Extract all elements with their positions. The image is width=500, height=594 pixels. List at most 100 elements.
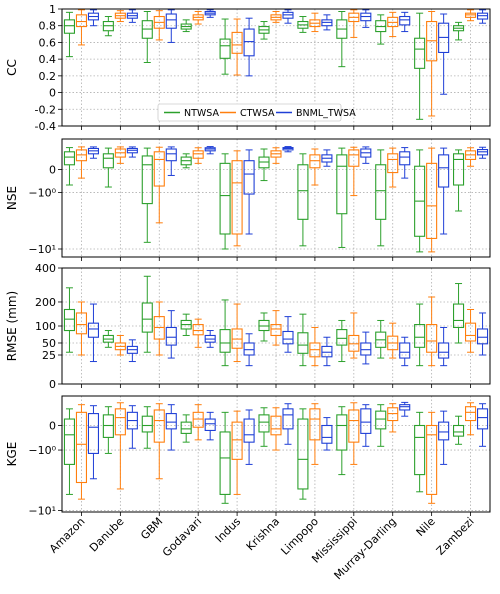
box-ctwsa-danube (114, 10, 126, 23)
box-iqr (153, 151, 165, 187)
box-ntwsa-zambezi (452, 415, 465, 445)
box-ctwsa-danube (114, 146, 126, 164)
box-ntwsa-gbm (141, 275, 153, 353)
y-tick-label: −10¹ (28, 243, 56, 256)
box-bnml-twsa-limpopo (321, 149, 333, 167)
y-tick-label: 0.8 (39, 20, 57, 33)
box-ntwsa-limpopo (297, 16, 309, 33)
box-bnml-twsa-indus (243, 409, 255, 465)
box-iqr (243, 28, 255, 57)
y-tick-label: −10¹ (28, 504, 56, 517)
box-ctwsa-zambezi (464, 147, 477, 167)
box-ctwsa-mississippi (348, 402, 360, 465)
box-ntwsa-krishna (258, 148, 270, 182)
box-ntwsa-limpopo (297, 313, 309, 367)
y-tick-label: −10⁰ (28, 444, 56, 457)
box-iqr (452, 303, 465, 329)
box-ctwsa-krishna (270, 11, 282, 23)
box-iqr (399, 151, 411, 166)
box-ntwsa-indus (219, 411, 231, 504)
box-bnml-twsa-gbm (165, 146, 177, 176)
box-iqr (360, 408, 372, 434)
box-ntwsa-limpopo (297, 153, 309, 247)
box-iqr (141, 302, 153, 333)
box-ctwsa-limpopo (309, 403, 321, 465)
box-ctwsa-nile (426, 147, 438, 253)
box-ntwsa-mississippi (336, 406, 348, 476)
box-iqr (282, 408, 294, 430)
box-iqr (297, 164, 309, 220)
box-iqr (375, 164, 387, 220)
box-bnml-twsa-nile (438, 147, 450, 235)
box-bnml-twsa-zambezi (476, 146, 489, 159)
x-tick-label: GBM (138, 515, 165, 542)
box-ctwsa-murray-darling (387, 322, 399, 359)
box-ntwsa-indus (219, 299, 231, 367)
box-ntwsa-danube (102, 330, 114, 348)
box-iqr (464, 406, 477, 422)
box-iqr (63, 151, 76, 166)
box-iqr (231, 31, 243, 54)
box-iqr (141, 415, 153, 433)
box-iqr (414, 324, 426, 348)
y-tick-label: 0 (49, 378, 56, 391)
y-tick-label: 1 (49, 3, 56, 16)
box-ntwsa-indus (219, 18, 231, 75)
box-bnml-twsa-danube (126, 339, 138, 363)
box-ntwsa-amazon (63, 147, 76, 186)
x-tick-label: Godavari (160, 515, 204, 559)
box-iqr (165, 13, 177, 29)
box-bnml-twsa-murray-darling (399, 336, 411, 367)
y-tick-label: 0 (49, 87, 56, 100)
box-iqr (476, 328, 489, 345)
box-ctwsa-murray-darling (387, 11, 399, 38)
box-ntwsa-nile (414, 411, 426, 493)
box-bnml-twsa-gbm (165, 310, 177, 359)
x-tick-label: Zambezi (434, 515, 477, 558)
box-ctwsa-mississippi (348, 9, 360, 38)
box-ctwsa-indus (231, 303, 243, 363)
box-ctwsa-krishna (270, 310, 282, 346)
box-ntwsa-krishna (258, 312, 270, 342)
box-ntwsa-indus (219, 153, 231, 250)
box-iqr (192, 411, 204, 428)
y-tick-label: -0.2 (35, 103, 56, 116)
box-ntwsa-danube (102, 16, 114, 37)
box-iqr (399, 15, 411, 26)
legend-item-ctwsa: CTWSA (220, 108, 275, 119)
box-iqr (426, 324, 438, 353)
plot-frame (61, 395, 491, 513)
box-iqr (426, 424, 438, 495)
box-ctwsa-limpopo (309, 326, 321, 367)
box-bnml-twsa-mississippi (360, 331, 372, 365)
box-bnml-twsa-gbm (165, 9, 177, 43)
box-ctwsa-amazon (75, 9, 88, 46)
box-ntwsa-godavari (180, 313, 192, 336)
y-tick-label: 0 (49, 419, 56, 432)
legend-item-bnml-twsa: BNML_TWSA (276, 108, 356, 119)
y-tick-label: 0 (49, 163, 56, 176)
box-iqr (464, 322, 477, 342)
box-bnml-twsa-indus (243, 333, 255, 367)
box-ctwsa-godavari (192, 318, 204, 348)
box-ntwsa-mississippi (336, 147, 348, 248)
box-ctwsa-gbm (153, 10, 165, 41)
box-iqr (282, 330, 294, 345)
box-iqr (321, 345, 333, 358)
box-iqr (165, 326, 177, 346)
box-bnml-twsa-nile (438, 410, 450, 465)
box-iqr (219, 431, 231, 495)
box-ctwsa-amazon (75, 404, 88, 500)
box-iqr (141, 155, 153, 205)
box-ctwsa-gbm (153, 301, 165, 356)
y-axis-label: RMSE (mm) (5, 291, 19, 361)
box-ctwsa-murray-darling (387, 403, 399, 433)
box-iqr (102, 153, 114, 169)
box-bnml-twsa-limpopo (321, 14, 333, 31)
box-bnml-twsa-godavari (204, 9, 216, 18)
box-iqr (452, 153, 465, 186)
x-tick-label: Nile (414, 515, 438, 539)
legend: NTWSA CTWSA BNML_TWSA (157, 103, 356, 122)
box-iqr (270, 324, 282, 337)
plot-frame (61, 267, 491, 385)
